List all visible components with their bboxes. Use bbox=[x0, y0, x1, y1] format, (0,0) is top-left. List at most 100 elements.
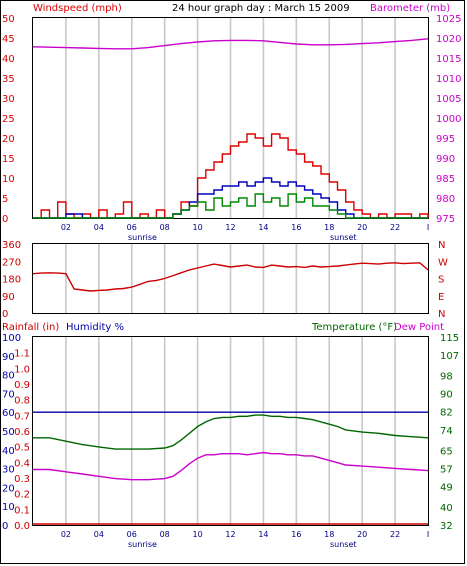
hour-tick-label: 16 bbox=[291, 223, 301, 232]
humidity-tick: 60 bbox=[2, 408, 15, 419]
humidity-tick: 30 bbox=[2, 465, 15, 476]
graph-title: 24 hour graph day : March 15 2009 bbox=[172, 3, 350, 14]
windspeed-tick: 0 bbox=[2, 214, 8, 225]
hour-tick-label: 12 bbox=[225, 223, 235, 232]
hour-tick-label: 20 bbox=[357, 223, 367, 232]
temperature-tick-labels: 32 40 49 57 65 74 82 90 98 107 115 bbox=[440, 333, 459, 532]
wind-average-line bbox=[33, 193, 428, 219]
hour-tick-label: 10 bbox=[192, 223, 202, 232]
hour-tick-label: 06 bbox=[127, 223, 137, 232]
temperature-tick: 74 bbox=[440, 426, 453, 437]
rainfall-tick: 0.5 bbox=[14, 443, 30, 454]
rainfall-tick: 0.6 bbox=[14, 427, 30, 438]
temperature-tick: 40 bbox=[440, 503, 453, 514]
temperature-panel-series bbox=[33, 411, 429, 525]
windspeed-tick: 20 bbox=[2, 134, 15, 145]
barometer-tick: 985 bbox=[436, 174, 455, 185]
direction-tick: 180 bbox=[2, 275, 21, 286]
humidity-tick: 0 bbox=[2, 521, 8, 532]
dewpoint-axis-title: Dew Point bbox=[394, 322, 444, 333]
hour-tick-label: 08 bbox=[160, 223, 170, 232]
windspeed-tick-labels: 0 5 10 15 20 25 30 35 40 45 50 bbox=[2, 14, 15, 225]
rainfall-tick: 0.1 bbox=[14, 505, 30, 516]
rainfall-tick: 0.2 bbox=[14, 490, 30, 501]
rainfall-tick: 1.0 bbox=[14, 364, 30, 375]
humidity-tick: 50 bbox=[2, 427, 15, 438]
direction-panel-frame bbox=[32, 243, 429, 314]
humidity-tick: 20 bbox=[2, 483, 15, 494]
sunset-label-bottom: sunset bbox=[330, 540, 357, 549]
temperature-panel-frame bbox=[32, 336, 429, 526]
barometer-tick: 990 bbox=[436, 154, 455, 165]
wind-panel-frame bbox=[32, 17, 429, 219]
rainfall-tick: 0.4 bbox=[14, 458, 30, 469]
direction-tick: 90 bbox=[2, 292, 15, 303]
rainfall-tick: 0.9 bbox=[14, 380, 30, 391]
humidity-tick: 90 bbox=[2, 352, 15, 363]
hour-tick-label: 14 bbox=[258, 223, 268, 232]
temperature-axis-title: Temperature (°F) bbox=[311, 322, 397, 333]
hour-tick-label: 02 bbox=[61, 530, 71, 539]
sunset-label-top: sunset bbox=[330, 233, 357, 242]
windspeed-tick: 45 bbox=[2, 34, 15, 45]
barometer-tick: 1025 bbox=[436, 14, 461, 25]
wind-panel-hour-labels: 02 04 06 08 10 12 14 16 18 20 22 I bbox=[61, 223, 429, 232]
temperature-tick: 49 bbox=[440, 482, 453, 493]
direction-tick: 360 bbox=[2, 240, 21, 251]
direction-tick: 270 bbox=[2, 257, 21, 268]
dewpoint-line bbox=[33, 451, 429, 481]
hour-tick-label: I bbox=[427, 223, 429, 232]
temperature-panel-grid bbox=[65, 337, 396, 525]
barometer-tick-labels: 975 980 985 990 995 1000 1005 1010 1015 1020 1025 bbox=[436, 14, 461, 225]
humidity-tick-labels: 0 10 20 30 40 50 60 70 80 90 100 bbox=[2, 333, 21, 532]
barometer-tick: 975 bbox=[436, 214, 455, 225]
direction-panel-series bbox=[32, 262, 429, 292]
rainfall-tick: 0.0 bbox=[14, 521, 30, 532]
barometer-tick: 1010 bbox=[436, 74, 461, 85]
hour-tick-label: 22 bbox=[390, 530, 400, 539]
compass-tick: E bbox=[438, 292, 444, 303]
humidity-tick: 70 bbox=[2, 389, 15, 400]
windspeed-tick: 40 bbox=[2, 54, 15, 65]
hour-tick-label: 20 bbox=[357, 530, 367, 539]
temperature-tick: 65 bbox=[440, 446, 453, 457]
barometer-tick: 995 bbox=[436, 134, 455, 145]
humidity-tick: 40 bbox=[2, 446, 15, 457]
barometer-tick: 1000 bbox=[436, 114, 461, 125]
hour-tick-label: 16 bbox=[291, 530, 301, 539]
wind-high-line bbox=[33, 133, 429, 219]
hour-tick-label: 02 bbox=[61, 223, 71, 232]
direction-panel-grid bbox=[65, 244, 396, 313]
windspeed-tick: 30 bbox=[2, 94, 15, 105]
temperature-tick: 98 bbox=[440, 372, 453, 383]
humidity-axis-title: Humidity % bbox=[66, 322, 124, 333]
windspeed-tick: 25 bbox=[2, 114, 15, 125]
hour-tick-label: 10 bbox=[192, 530, 202, 539]
sunrise-label-top: sunrise bbox=[128, 233, 157, 242]
hour-tick-label: 04 bbox=[94, 530, 104, 539]
direction-tick-labels: 0 90 180 270 360 bbox=[2, 240, 21, 320]
temperature-tick: 57 bbox=[440, 464, 453, 475]
windspeed-tick: 15 bbox=[2, 154, 15, 165]
humidity-tick: 10 bbox=[2, 502, 15, 513]
rainfall-tick-labels: 0.0 0.1 0.2 0.3 0.4 0.5 0.6 0.7 0.8 0.9 1.0 1.1 bbox=[14, 349, 30, 532]
wind-panel-series bbox=[32, 38, 429, 219]
direction-tick: 0 bbox=[2, 309, 8, 320]
hour-tick-label: 12 bbox=[225, 530, 235, 539]
windspeed-tick: 50 bbox=[2, 14, 15, 25]
rainfall-tick: 0.8 bbox=[14, 396, 30, 407]
windspeed-tick: 5 bbox=[2, 194, 8, 205]
barometer-tick: 1015 bbox=[436, 54, 461, 65]
barometer-tick: 1020 bbox=[436, 34, 461, 45]
wind-direction-line bbox=[32, 262, 429, 292]
barometer-line bbox=[32, 38, 429, 50]
barometer-axis-title: Barometer (mb) bbox=[370, 3, 450, 14]
humidity-tick: 100 bbox=[2, 333, 21, 344]
temperature-panel-hour-labels: 02 04 06 08 10 12 14 16 18 20 22 I bbox=[61, 530, 429, 539]
windspeed-tick: 35 bbox=[2, 74, 15, 85]
rainfall-tick: 0.3 bbox=[14, 474, 30, 485]
